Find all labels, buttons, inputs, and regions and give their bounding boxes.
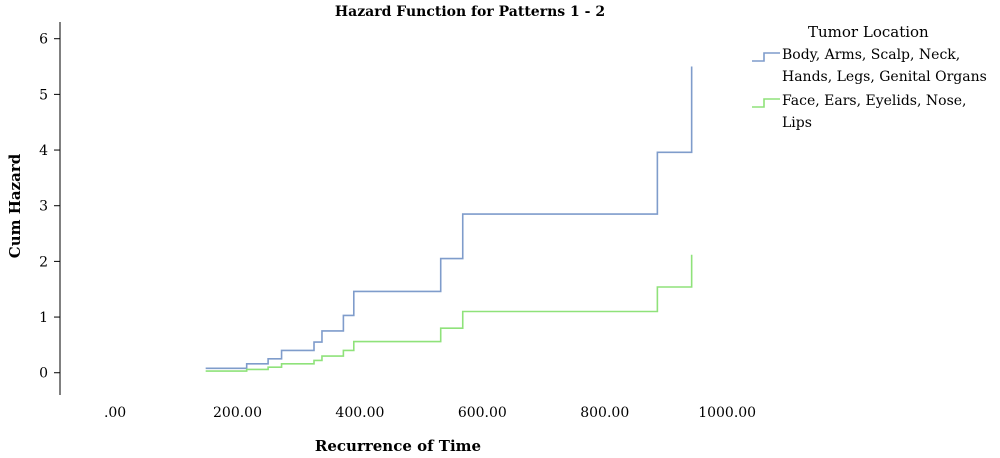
x-ticks: .00 200.00 400.00 600.00 800.00 1000.00 xyxy=(104,405,756,421)
series-line-2 xyxy=(205,254,693,372)
y-tick-label: 1 xyxy=(39,310,48,326)
legend-items: Body, Arms, Scalp, Neck, Hands, Legs, Gen… xyxy=(752,47,987,131)
x-tick-label: 1000.00 xyxy=(698,405,756,421)
y-tick-label: 0 xyxy=(39,366,48,382)
y-tick-label: 6 xyxy=(39,32,48,48)
series-line-1 xyxy=(205,66,693,370)
legend-label-1: Body, Arms, Scalp, Neck, xyxy=(782,47,960,63)
legend-title: Tumor Location xyxy=(808,23,929,41)
x-tick-label: 800.00 xyxy=(580,405,629,421)
y-axis-label: Cum Hazard xyxy=(6,153,24,258)
x-tick-label: 400.00 xyxy=(335,405,384,421)
x-axis-label: Recurrence of Time xyxy=(315,437,481,455)
legend-label-1: Hands, Legs, Genital Organs xyxy=(782,69,987,85)
legend-swatch-1 xyxy=(752,52,780,62)
legend-swatch-2 xyxy=(752,98,780,108)
series-layer xyxy=(205,66,693,372)
legend-label-2: Lips xyxy=(782,115,812,131)
y-tick-label: 4 xyxy=(39,143,48,159)
legend-label-2: Face, Ears, Eyelids, Nose, xyxy=(782,93,967,109)
x-tick-label: 600.00 xyxy=(458,405,507,421)
chart-title: Hazard Function for Patterns 1 - 2 xyxy=(335,4,605,20)
y-tick-label: 5 xyxy=(39,87,48,103)
y-tick-label: 2 xyxy=(39,254,48,270)
y-ticks: 0 1 2 3 4 5 6 xyxy=(39,32,60,382)
y-tick-label: 3 xyxy=(39,199,48,215)
x-tick-label: .00 xyxy=(104,405,126,421)
x-tick-label: 200.00 xyxy=(213,405,262,421)
legend: Tumor Location Body, Arms, Scalp, Neck, H… xyxy=(752,23,987,131)
